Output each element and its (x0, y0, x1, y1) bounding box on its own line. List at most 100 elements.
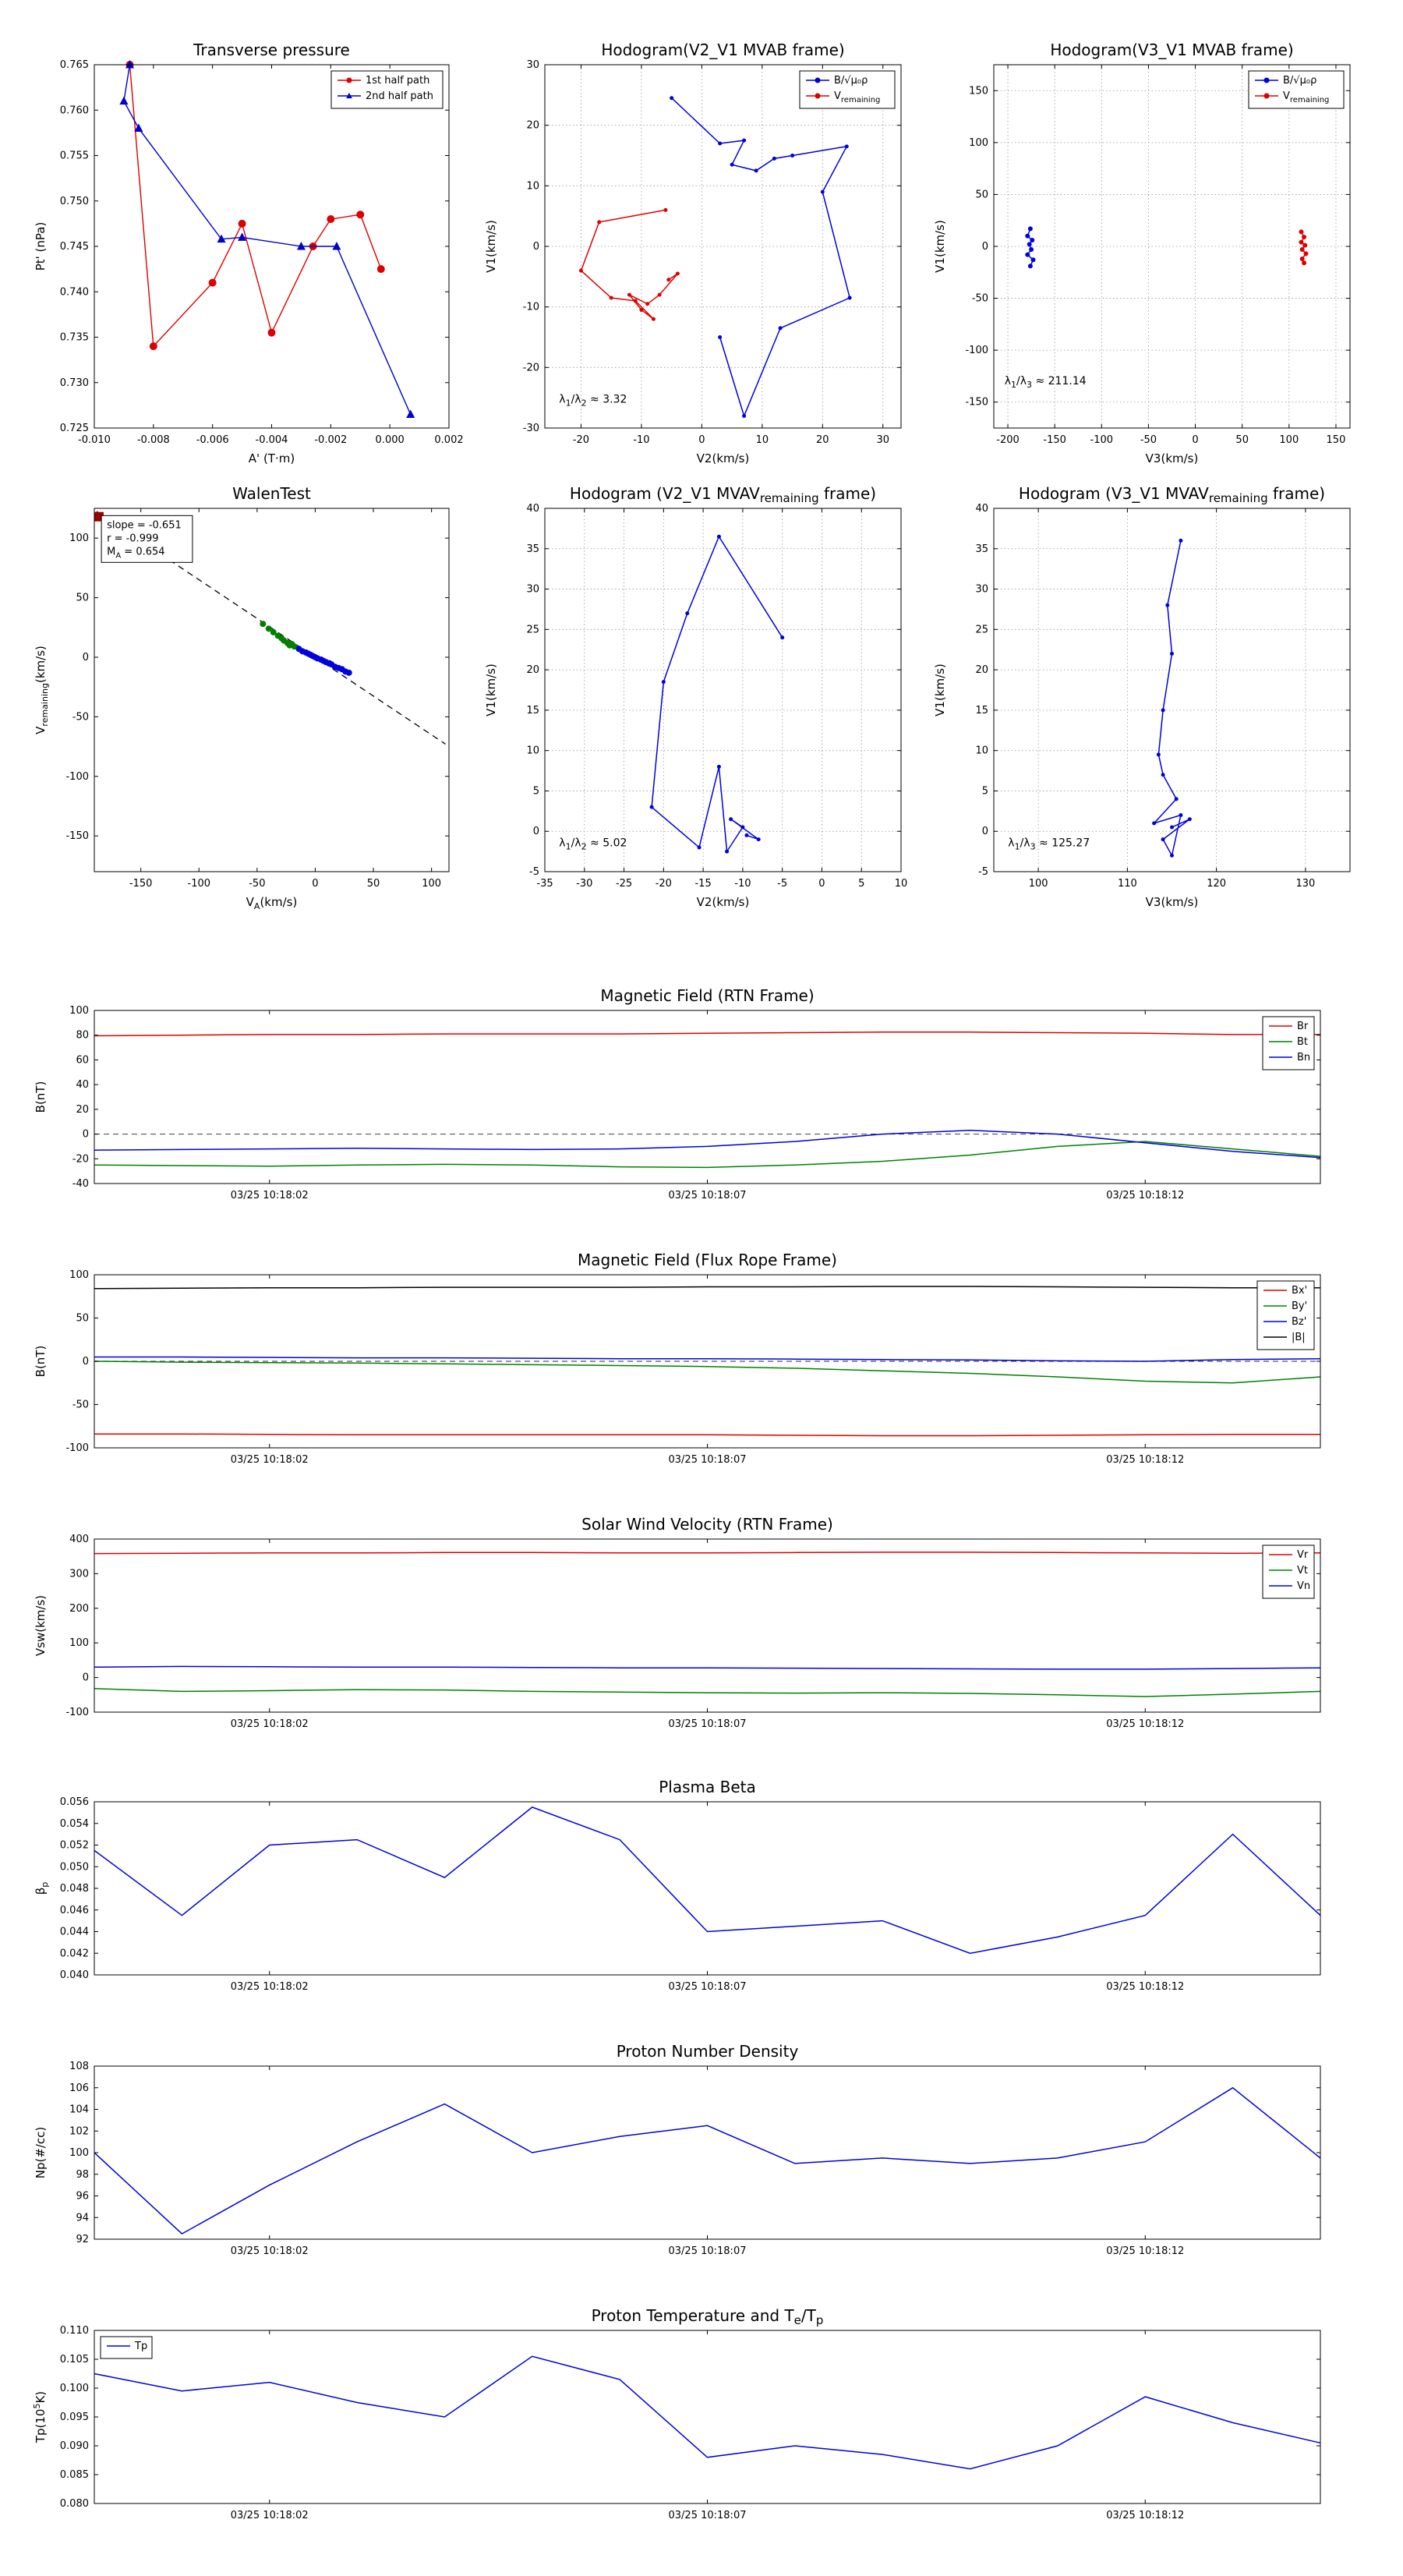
svg-text:-50: -50 (72, 1399, 89, 1411)
svg-text:WalenTest: WalenTest (232, 484, 311, 503)
svg-text:0.765: 0.765 (60, 59, 89, 71)
svg-text:102: 102 (69, 2125, 89, 2137)
svg-text:0.052: 0.052 (60, 1840, 89, 1852)
svg-text:60: 60 (76, 1054, 89, 1066)
svg-text:10: 10 (975, 745, 988, 757)
svg-text:-35: -35 (536, 878, 553, 890)
svg-text:Vremaining​: Vremaining​ (1283, 90, 1329, 104)
svg-text:0.048: 0.048 (60, 1883, 89, 1895)
svg-text:0.750: 0.750 (60, 196, 89, 207)
svg-text:Tp(105​K): Tp(105​K) (32, 2391, 48, 2443)
svg-text:20: 20 (526, 664, 539, 676)
svg-text:-50: -50 (72, 711, 89, 723)
svg-text:03/25 10:18:07: 03/25 10:18:07 (669, 1454, 747, 1466)
svg-text:-30: -30 (523, 423, 539, 434)
svg-text:100: 100 (69, 533, 89, 544)
svg-text:VA​(km/s): VA​(km/s) (246, 895, 298, 911)
svg-text:03/25 10:18:07: 03/25 10:18:07 (669, 1718, 747, 1730)
svg-text:r = -0.999: r = -0.999 (107, 533, 158, 544)
svg-text:0.105: 0.105 (60, 2354, 89, 2365)
svg-text:0: 0 (698, 434, 705, 446)
svg-text:slope = -0.651: slope = -0.651 (107, 519, 182, 531)
svg-text:10: 10 (526, 180, 539, 192)
svg-text:0: 0 (83, 1129, 89, 1141)
svg-text:03/25 10:18:07: 03/25 10:18:07 (669, 1190, 747, 1201)
svg-text:B(nT): B(nT) (34, 1081, 48, 1113)
svg-text:03/25 10:18:12: 03/25 10:18:12 (1106, 1454, 1184, 1466)
svg-text:40: 40 (526, 503, 539, 515)
svg-text:100: 100 (969, 137, 988, 149)
svg-text:Br: Br (1297, 1021, 1309, 1032)
svg-text:V1(km/s): V1(km/s) (484, 663, 498, 717)
svg-text:-150: -150 (129, 878, 153, 890)
svg-text:100: 100 (422, 878, 441, 890)
svg-text:20: 20 (816, 434, 829, 446)
svg-text:0.054: 0.054 (60, 1818, 89, 1830)
svg-text:0.040: 0.040 (60, 1969, 89, 1981)
svg-text:-10: -10 (633, 434, 649, 446)
svg-text:-100: -100 (188, 878, 211, 890)
svg-text:-20: -20 (72, 1153, 89, 1165)
svg-text:03/25 10:18:02: 03/25 10:18:02 (231, 1981, 309, 1993)
svg-text:80: 80 (76, 1030, 89, 1042)
svg-text:300: 300 (69, 1568, 89, 1580)
svg-text:Pt' (nPa): Pt' (nPa) (34, 222, 48, 271)
svg-text:0.042: 0.042 (60, 1948, 89, 1959)
svg-text:130: 130 (1295, 878, 1315, 890)
svg-text:Magnetic Field (Flux Rope Fram: Magnetic Field (Flux Rope Frame) (578, 1251, 837, 1269)
svg-text:0.100: 0.100 (60, 2383, 89, 2394)
svg-text:94: 94 (76, 2212, 89, 2224)
svg-text:-5: -5 (529, 866, 539, 878)
svg-text:0: 0 (982, 241, 988, 253)
svg-text:0.755: 0.755 (60, 150, 89, 162)
svg-text:Vr: Vr (1297, 1549, 1309, 1561)
svg-text:03/25 10:18:12: 03/25 10:18:12 (1106, 1190, 1184, 1201)
svg-text:V2(km/s): V2(km/s) (697, 451, 750, 465)
svg-text:50: 50 (367, 878, 380, 890)
svg-text:Bz': Bz' (1292, 1316, 1306, 1328)
svg-text:B/√μ₀ρ: B/√μ₀ρ (834, 75, 868, 87)
svg-text:Bn: Bn (1297, 1052, 1310, 1063)
svg-text:0.090: 0.090 (60, 2440, 89, 2452)
svg-text:λ1​/λ3​ ≈ 125.27: λ1​/λ3​ ≈ 125.27 (1008, 837, 1090, 851)
svg-text:-25: -25 (616, 878, 632, 890)
svg-text:-20: -20 (523, 362, 539, 373)
svg-text:120: 120 (1207, 878, 1226, 890)
svg-text:-15: -15 (694, 878, 711, 890)
svg-text:0: 0 (533, 241, 539, 253)
svg-text:5: 5 (858, 878, 864, 890)
svg-text:0.080: 0.080 (60, 2498, 89, 2510)
chart-proton-temp: 03/25 10:18:02 03/25 10:18:07 03/25 10:18:… (32, 2306, 1321, 2521)
svg-text:λ1​/λ2​ ≈ 5.02: λ1​/λ2​ ≈ 5.02 (559, 837, 627, 851)
svg-text:0.056: 0.056 (60, 1796, 89, 1808)
svg-text:-100: -100 (1090, 434, 1114, 446)
svg-text:0: 0 (83, 1672, 89, 1684)
svg-text:0.046: 0.046 (60, 1905, 89, 1916)
svg-text:0.002: 0.002 (434, 434, 463, 446)
svg-text:0.725: 0.725 (60, 423, 89, 434)
svg-text:0.735: 0.735 (60, 332, 89, 344)
svg-text:15: 15 (526, 705, 539, 717)
svg-text:A' (T·m): A' (T·m) (249, 451, 295, 465)
svg-text:25: 25 (975, 624, 988, 635)
svg-text:03/25 10:18:02: 03/25 10:18:02 (231, 2510, 309, 2521)
svg-text:-5: -5 (978, 866, 988, 878)
svg-text:0: 0 (818, 878, 825, 890)
svg-text:400: 400 (69, 1534, 89, 1545)
svg-text:-100: -100 (65, 771, 89, 783)
svg-text:15: 15 (975, 705, 988, 717)
svg-text:Hodogram (V3_V1 MVAVremaining​: Hodogram (V3_V1 MVAVremaining​ frame) (1019, 484, 1325, 505)
svg-text:108: 108 (69, 2061, 89, 2072)
svg-text:Transverse pressure: Transverse pressure (193, 41, 350, 59)
svg-text:βp​: βp​ (34, 1882, 50, 1895)
svg-text:V1(km/s): V1(km/s) (933, 220, 947, 273)
svg-text:30: 30 (975, 584, 988, 596)
svg-text:03/25 10:18:02: 03/25 10:18:02 (231, 2245, 309, 2257)
svg-text:0.730: 0.730 (60, 377, 89, 389)
svg-text:5: 5 (982, 785, 988, 797)
svg-text:-0.004: -0.004 (256, 434, 288, 446)
chart-hodo-v2v1-mvav: λ1​/λ2​ ≈ 5.02 -35 -30 -25 -20 -15 -10 -5 0 5 10 -5… (484, 484, 907, 909)
svg-text:Vsw(km/s): Vsw(km/s) (34, 1595, 48, 1656)
